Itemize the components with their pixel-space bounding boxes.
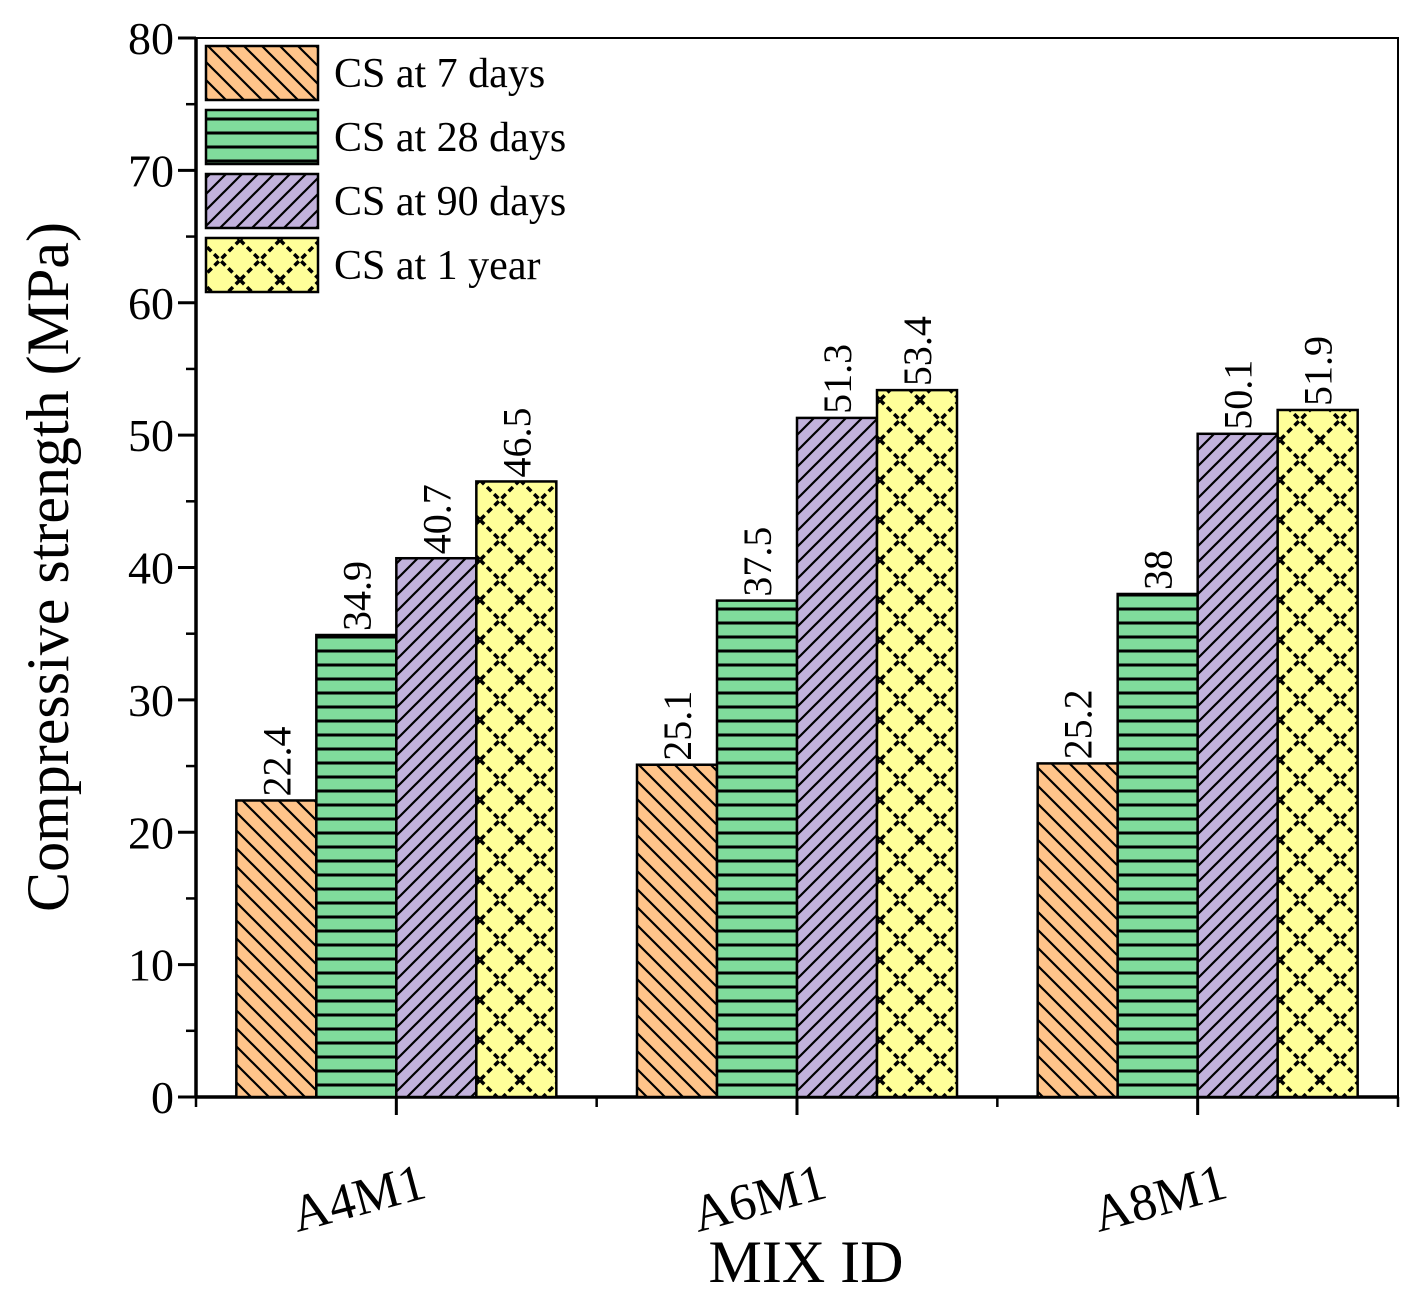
bar: [1196, 432, 1279, 1099]
data-label: 25.1: [655, 691, 700, 761]
y-axis-ticks: 0 10 20 30 40 50 60 70 80: [128, 13, 196, 1123]
bar: [715, 599, 799, 1099]
bar: [395, 556, 478, 1099]
data-label: 38: [1136, 550, 1181, 590]
bar: [475, 480, 558, 1099]
y-tick-label: 80: [128, 13, 174, 64]
legend-label: CS at 7 days: [334, 51, 545, 97]
y-tick-label: 60: [128, 278, 174, 329]
y-tick-label: 30: [128, 675, 174, 726]
bar: [1036, 762, 1119, 1099]
bar: [1116, 592, 1199, 1099]
y-tick-label: 40: [128, 543, 174, 594]
bars: [235, 388, 1359, 1099]
bar: [315, 633, 398, 1099]
legend: CS at 7 days CS at 28 days CS at 90 days CS…: [200, 42, 606, 300]
data-label: 51.9: [1296, 336, 1341, 406]
legend-label: CS at 28 days: [334, 115, 566, 161]
legend-label: CS at 90 days: [334, 179, 566, 225]
y-tick-label: 20: [128, 807, 174, 858]
y-tick-label: 0: [151, 1072, 174, 1123]
bar: [635, 763, 719, 1099]
category-label: A4M1: [286, 1154, 432, 1244]
data-label: 46.5: [494, 407, 539, 477]
bar: [795, 416, 879, 1099]
legend-label: CS at 1 year: [334, 243, 540, 289]
data-label: 51.3: [815, 344, 860, 414]
y-tick-label: 10: [128, 940, 174, 991]
bar: [875, 388, 959, 1099]
bar: [235, 799, 318, 1099]
bar: [1276, 408, 1359, 1099]
legend-swatch: [204, 44, 320, 102]
legend-swatch: [204, 172, 320, 230]
data-label: 25.2: [1056, 689, 1101, 759]
data-label: 40.7: [414, 484, 459, 554]
legend-swatch: [204, 236, 320, 294]
x-axis-title: MIX ID: [709, 1229, 904, 1295]
data-labels: 22.4 25.1 25.2 34.9 37.5 38 40.7 51.3 50.1 46.5 53…: [254, 316, 1340, 796]
data-label: 22.4: [254, 726, 299, 796]
data-label: 53.4: [895, 316, 940, 386]
x-axis-ticks: A4M1 A6M1 A8M1: [194, 1097, 1400, 1244]
data-label: 34.9: [334, 561, 379, 631]
legend-swatch: [204, 108, 320, 166]
y-tick-label: 70: [128, 145, 174, 196]
data-label: 50.1: [1216, 360, 1261, 430]
category-label: A8M1: [1087, 1154, 1233, 1244]
data-label: 37.5: [735, 527, 780, 597]
y-tick-label: 50: [128, 410, 174, 461]
y-axis-title: Compressive strength (MPa): [15, 222, 81, 912]
